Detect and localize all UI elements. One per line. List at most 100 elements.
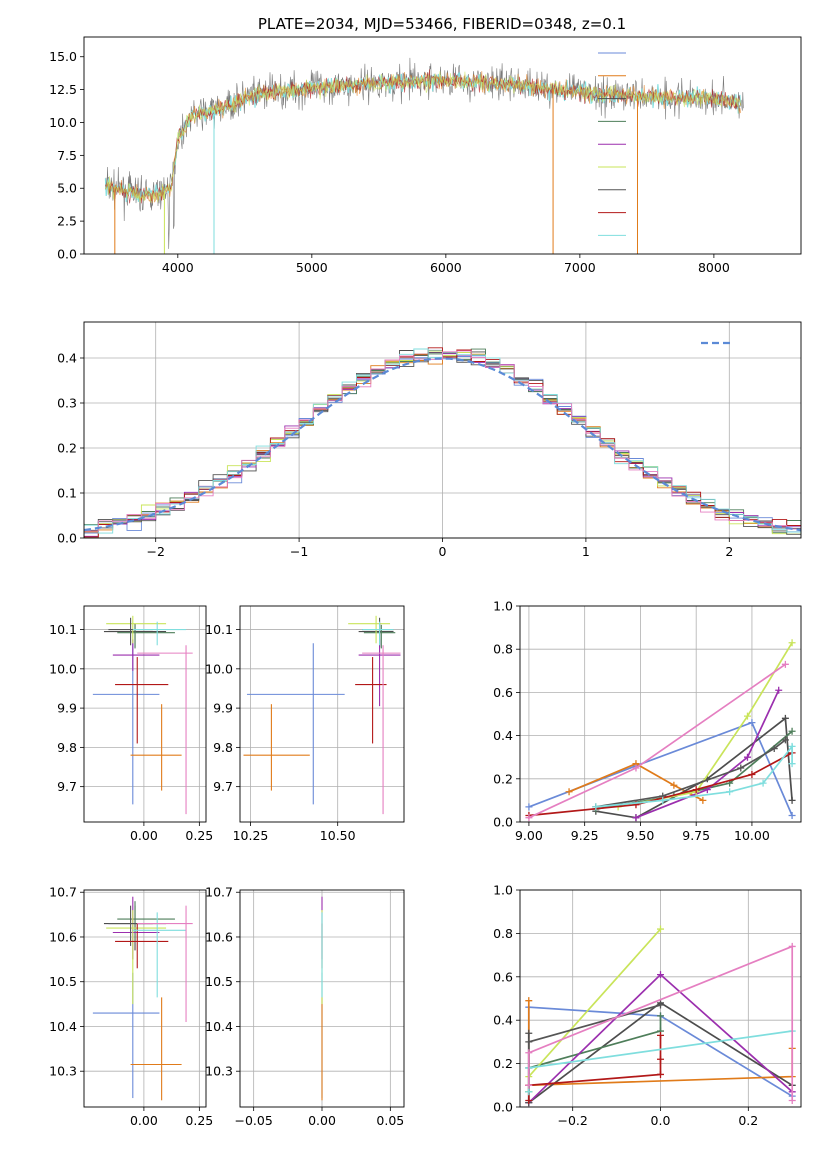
x-tick-label: 0.25 bbox=[185, 1113, 213, 1128]
figure-title: PLATE=2034, MJD=53466, FIBERID=0348, z=0… bbox=[258, 15, 626, 33]
y-tick-label: 9.9 bbox=[57, 701, 77, 716]
weight-marker bbox=[659, 796, 667, 804]
y-tick-label: 0.6 bbox=[493, 685, 513, 700]
weight-marker bbox=[788, 1096, 796, 1104]
y-tick-label: 7.5 bbox=[57, 148, 77, 163]
axes-frame bbox=[519, 605, 802, 823]
y-tick-label: 0.1 bbox=[57, 486, 77, 501]
weight-marker bbox=[657, 1012, 664, 1020]
x-tick-label: 0.0 bbox=[651, 1113, 671, 1128]
weight-marker bbox=[788, 742, 796, 750]
weight-line bbox=[527, 945, 794, 1101]
y-tick-label: 9.7 bbox=[213, 779, 233, 794]
mass-vs-Z-panel: 0.00 0.25 10.3 10.4 10.5 10.6 10.7 bbox=[49, 885, 213, 1128]
y-tick-label: 0.2 bbox=[493, 1056, 513, 1071]
age-vs-mass-panel: 10.25 10.50 9.7 9.8 9.9 10.0 10.1 bbox=[205, 605, 405, 843]
weight-marker bbox=[781, 736, 789, 744]
weight-marker bbox=[788, 812, 796, 820]
axes-frame bbox=[83, 605, 207, 823]
y-tick-label: 10.5 bbox=[205, 974, 233, 989]
y-tick-label: 0.3 bbox=[57, 396, 77, 411]
y-tick-label: 0.2 bbox=[493, 771, 513, 786]
weight-marker bbox=[632, 764, 640, 772]
y-tick-label: 0.8 bbox=[493, 642, 513, 657]
y-tick-label: 10.0 bbox=[205, 661, 233, 676]
weight-marker bbox=[788, 639, 796, 647]
x-tick-label: 8000 bbox=[698, 260, 730, 275]
y-tick-label: 9.8 bbox=[57, 740, 77, 755]
x-tick-label: −0.05 bbox=[235, 1113, 273, 1128]
y-tick-label: 10.7 bbox=[205, 885, 233, 900]
weight-marker bbox=[525, 997, 533, 1005]
weight-line bbox=[617, 642, 793, 808]
y-tick-label: 1.0 bbox=[493, 883, 513, 898]
spectrum-legend bbox=[598, 52, 626, 236]
x-tick-label: 0.05 bbox=[376, 1113, 404, 1128]
y-tick-label: 10.6 bbox=[49, 929, 77, 944]
weight-marker bbox=[657, 925, 664, 933]
x-tick-label: 10.25 bbox=[233, 828, 269, 843]
y-tick-label: 9.9 bbox=[213, 701, 233, 716]
x-tick-label: 0.00 bbox=[130, 828, 158, 843]
x-tick-label: 4000 bbox=[162, 260, 194, 275]
x-tick-label: 9.25 bbox=[571, 828, 599, 843]
axes-frame bbox=[519, 889, 802, 1108]
weight-marker bbox=[788, 942, 796, 950]
weight-marker bbox=[748, 770, 756, 778]
error-bars bbox=[92, 615, 193, 815]
x-tick-label: 5000 bbox=[296, 260, 328, 275]
spectrum-panel: 4000 5000 6000 7000 8000 0.0 2.5 5.0 7.5 10.0 12.5… bbox=[49, 36, 802, 275]
weight-marker bbox=[770, 745, 778, 753]
weight-marker bbox=[759, 779, 767, 787]
normal-curve bbox=[84, 357, 801, 532]
y-tick-label: 0.2 bbox=[57, 441, 77, 456]
weight-marker bbox=[525, 1088, 533, 1096]
weight-marker bbox=[525, 1049, 533, 1057]
weight-line bbox=[528, 721, 793, 816]
y-tick-label: 10.4 bbox=[49, 1019, 77, 1034]
weight-marker bbox=[657, 1001, 664, 1009]
mass-vs-ebv-panel: −0.05 0.00 0.05 10.3 10.4 10.5 10.6 10.7 bbox=[205, 885, 405, 1128]
error-bars bbox=[243, 615, 401, 815]
weight-marker bbox=[565, 788, 573, 796]
histograms bbox=[84, 347, 801, 538]
y-tick-label: 10.3 bbox=[205, 1064, 233, 1079]
x-tick-label: 0.25 bbox=[185, 828, 213, 843]
axes-frame bbox=[83, 889, 207, 1108]
weight-marker bbox=[670, 781, 678, 789]
weight-marker bbox=[743, 753, 751, 761]
weight-marker bbox=[748, 719, 756, 727]
weight-marker bbox=[657, 1070, 664, 1078]
y-tick-label: 1.0 bbox=[493, 599, 513, 614]
y-tick-label: 5.0 bbox=[57, 181, 77, 196]
weight-marker bbox=[781, 660, 789, 668]
y-tick-label: 10.3 bbox=[49, 1064, 77, 1079]
weight-line bbox=[528, 663, 786, 819]
weight-marker bbox=[657, 1031, 664, 1039]
weight-marker bbox=[781, 714, 789, 722]
weight-marker bbox=[525, 1038, 533, 1046]
mass-weight-vs-age-panel: 9.00 9.25 9.50 9.75 10.00 0.0 0.2 0.4 0.6 0.8 1.0 bbox=[493, 599, 802, 843]
weight-marker bbox=[692, 786, 700, 794]
x-tick-label: 0 bbox=[439, 544, 447, 559]
y-tick-label: 10.1 bbox=[205, 622, 233, 637]
axes-frame bbox=[239, 889, 405, 1108]
weight-marker bbox=[525, 1081, 533, 1089]
y-tick-label: 10.4 bbox=[205, 1019, 233, 1034]
y-tick-label: 10.6 bbox=[205, 929, 233, 944]
model-spectrum bbox=[105, 71, 742, 203]
y-tick-label: 12.5 bbox=[49, 82, 77, 97]
x-tick-label: 0.00 bbox=[130, 1113, 158, 1128]
x-tick-label: 2 bbox=[725, 544, 733, 559]
axes-frame bbox=[83, 321, 802, 539]
y-tick-label: 0.4 bbox=[57, 351, 77, 366]
weight-marker bbox=[657, 1055, 664, 1063]
weight-marker bbox=[525, 1029, 533, 1037]
weight-marker bbox=[525, 1096, 533, 1104]
x-tick-label: 10.50 bbox=[320, 828, 356, 843]
weight-marker bbox=[632, 814, 640, 822]
y-tick-label: 2.5 bbox=[57, 214, 77, 229]
model-spectrum bbox=[105, 71, 742, 204]
weight-marker bbox=[788, 727, 796, 735]
